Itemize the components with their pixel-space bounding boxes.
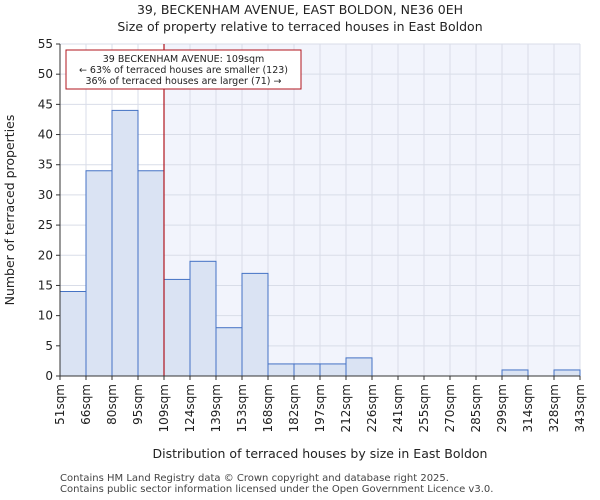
annotation-box [65, 49, 302, 90]
x-tick-label: 66sqm [79, 384, 93, 425]
y-tick-label: 15 [38, 278, 53, 292]
x-tick-label: 51sqm [53, 384, 67, 425]
chart-title: Size of property relative to terraced ho… [117, 19, 483, 34]
annotation-smaller: ← 63% of terraced houses are smaller (12… [79, 65, 288, 76]
bar-95sqm [137, 170, 165, 377]
bar-66sqm [85, 170, 113, 377]
annotation-title: 39 BECKENHAM AVENUE: 109sqm [103, 54, 265, 65]
x-tick-labels: 51sqm 66sqm 80sqm 95sqm 109sqm 124sqm 139sqm 15… [53, 376, 587, 432]
x-tick-label: 343sqm [573, 384, 587, 432]
x-tick-label: 139sqm [209, 384, 223, 432]
x-tick-label: 299sqm [495, 384, 509, 432]
x-tick-label: 109sqm [157, 384, 171, 432]
bar-182sqm [293, 363, 321, 377]
y-tick-label: 5 [45, 339, 53, 353]
x-tick-label: 124sqm [183, 384, 197, 432]
x-tick-label: 270sqm [443, 384, 457, 432]
bar-197sqm [319, 363, 347, 377]
y-tick-labels: 0 5 10 15 20 25 30 35 40 45 50 55 [38, 37, 60, 383]
bars [59, 109, 581, 377]
x-tick-label: 241sqm [391, 384, 405, 432]
x-tick-label: 255sqm [417, 384, 431, 432]
x-tick-label: 197sqm [313, 384, 327, 432]
x-tick-label: 328sqm [547, 384, 561, 432]
y-tick-label: 40 [38, 128, 53, 142]
bar-328sqm [553, 369, 581, 377]
y-tick-label: 50 [38, 67, 53, 81]
y-tick-label: 35 [38, 158, 53, 172]
bar-124sqm [189, 260, 217, 377]
bar-80sqm [111, 109, 139, 377]
bar-153sqm [241, 272, 269, 377]
x-tick-label: 95sqm [131, 384, 145, 425]
y-tick-label: 45 [38, 97, 53, 111]
y-tick-label: 30 [38, 188, 53, 202]
chart-title-address: 39, BECKENHAM AVENUE, EAST BOLDON, NE36 … [136, 2, 464, 17]
bar-212sqm [345, 357, 373, 377]
y-tick-label: 10 [38, 309, 53, 323]
y-tick-label: 20 [38, 248, 53, 262]
x-axis-label: Distribution of terraced houses by size … [153, 446, 488, 461]
bar-299sqm [501, 369, 529, 377]
x-tick-label: 226sqm [365, 384, 379, 432]
x-tick-label: 314sqm [521, 384, 535, 432]
bar-109sqm [163, 278, 191, 377]
grid-lines [60, 43, 581, 376]
x-tick-label: 153sqm [235, 384, 249, 432]
bar-51sqm [59, 290, 87, 377]
property-annotation: 39 BECKENHAM AVENUE: 109sqm ← 63% of ter… [65, 49, 302, 90]
footer-licence: Contains public sector information licen… [60, 484, 494, 495]
x-tick-label: 212sqm [339, 384, 353, 432]
x-tick-label: 285sqm [469, 384, 483, 432]
footer-copyright: Contains HM Land Registry data © Crown c… [60, 473, 449, 484]
y-tick-label: 55 [38, 37, 53, 51]
bar-168sqm [267, 363, 295, 377]
annotation-larger: 36% of terraced houses are larger (71) → [86, 76, 282, 87]
y-tick-label: 25 [38, 218, 53, 232]
x-tick-label: 80sqm [105, 384, 119, 425]
x-tick-label: 168sqm [261, 384, 275, 432]
y-axis-label: Number of terraced properties [2, 115, 17, 306]
bar-139sqm [215, 327, 243, 377]
x-tick-label: 182sqm [287, 384, 301, 432]
y-tick-label: 0 [45, 369, 53, 383]
